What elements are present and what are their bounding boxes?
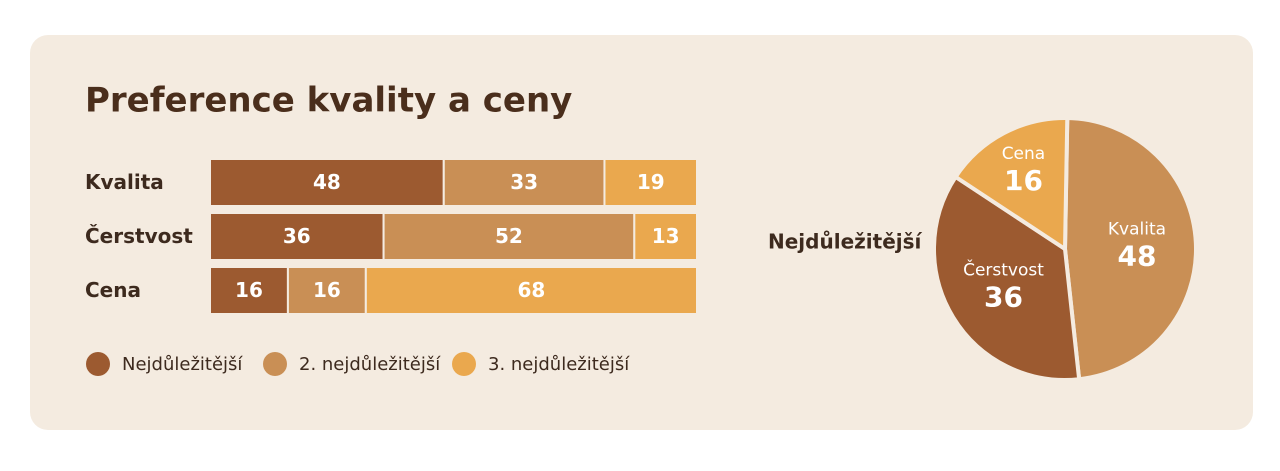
data-label: 36 [283, 224, 311, 248]
bar-segment [442, 158, 606, 207]
category-label: Čerstvost [85, 224, 193, 248]
slice-value: 36 [984, 281, 1023, 314]
bar-segment [633, 212, 698, 261]
data-label: 68 [517, 278, 545, 302]
slice-value: 16 [1004, 164, 1043, 197]
chart-title: Preference kvality a ceny [85, 81, 572, 121]
data-label: 33 [510, 170, 538, 194]
bar-segment [603, 158, 698, 207]
data-label: 16 [235, 278, 263, 302]
data-label: 19 [637, 170, 665, 194]
legend-label: 3. nejdůležitější [488, 354, 630, 375]
slice-value: 48 [1117, 240, 1156, 273]
bar-segment [382, 212, 636, 261]
pie-slice [1062, 115, 1198, 382]
slice-label: Kvalita [1108, 220, 1166, 240]
bar-segment [209, 266, 289, 315]
slice-label: Čerstvost [963, 259, 1044, 281]
bar-segment [364, 266, 698, 315]
legend-label: Nejdůležitější [122, 354, 243, 375]
legend-label: 2. nejdůležitější [299, 354, 441, 375]
pie-slice [932, 174, 1082, 382]
legend-marker [86, 352, 110, 376]
pie-title: Nejdůležitější [768, 230, 923, 254]
legend-marker [452, 352, 476, 376]
pie-slice [952, 116, 1070, 253]
data-label: 13 [652, 224, 680, 248]
bar-segment [286, 266, 367, 315]
data-label: 52 [495, 224, 523, 248]
legend-marker [263, 352, 287, 376]
data-label: 48 [313, 170, 341, 194]
slice-label: Cena [1002, 144, 1046, 164]
category-label: Cena [85, 278, 141, 302]
category-label: Kvalita [85, 170, 164, 194]
data-label: 16 [313, 278, 341, 302]
